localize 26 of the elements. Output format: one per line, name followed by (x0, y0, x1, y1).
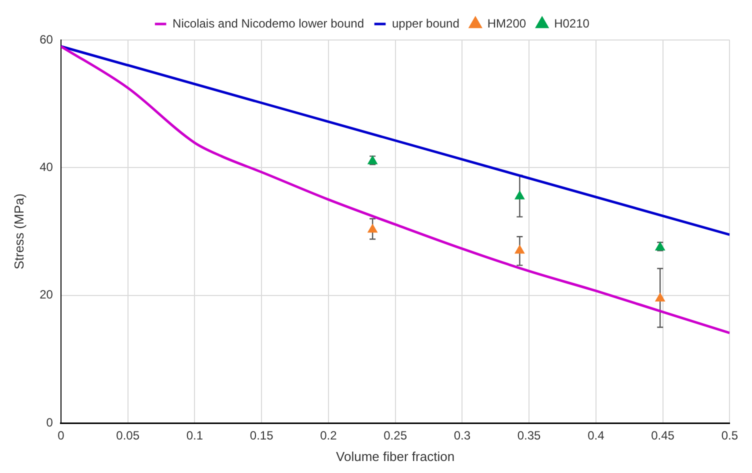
x-axis-title: Volume fiber fraction (336, 448, 455, 464)
x-tick-label: 0.5 (721, 428, 738, 443)
legend-label: HM200 (487, 16, 526, 30)
point (514, 245, 525, 254)
point (368, 224, 378, 233)
legend-label: upper bound (392, 16, 460, 30)
legend-label: H0210 (554, 16, 590, 30)
x-tick-label: 0 (58, 428, 65, 443)
point (514, 190, 525, 200)
y-tick-label: 0 (46, 415, 54, 430)
point (655, 293, 665, 302)
x-tick-label: 0.05 (116, 428, 140, 443)
x-tick-label: 0.15 (250, 428, 274, 443)
x-tick-label: 0.35 (517, 428, 542, 443)
y-tick-label: 60 (40, 32, 54, 46)
x-tick-label: 0.45 (651, 428, 675, 443)
x-tick-label: 0.25 (384, 428, 408, 443)
legend-label: Nicolais and Nicodemo lower bound (172, 16, 364, 30)
y-axis-title: Stress (MPa) (11, 194, 26, 270)
line-series (60, 45, 730, 334)
x-tick-label: 0.2 (320, 428, 338, 443)
y-tick-label: 40 (40, 160, 54, 174)
x-tick-label: 0.3 (454, 428, 471, 443)
x-tick-label: 0.4 (588, 428, 605, 443)
y-tick-label: 20 (40, 288, 54, 302)
x-tick-label: 0.1 (186, 428, 204, 443)
